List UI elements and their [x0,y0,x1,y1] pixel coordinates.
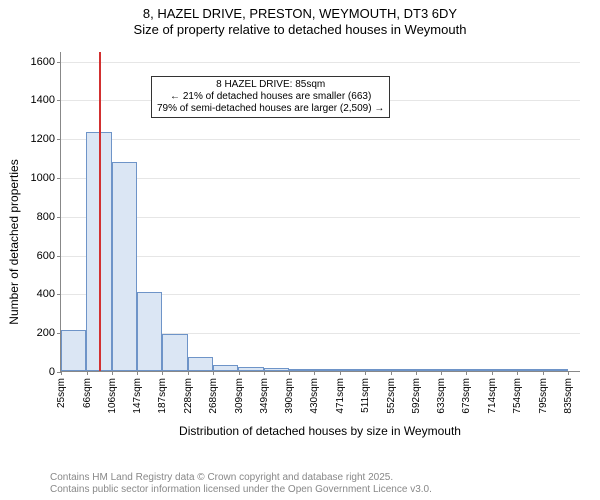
y-tick-label: 800 [37,211,61,223]
histogram-bar [112,162,137,371]
x-tick-label: 268sqm [213,342,224,378]
callout-box: 8 HAZEL DRIVE: 85sqm← 21% of detached ho… [151,76,390,118]
callout-line: ← 21% of detached houses are smaller (66… [157,91,384,103]
y-tick-label: 1200 [31,133,61,145]
x-tick-label: 795sqm [543,342,554,378]
y-tick-label: 200 [37,327,61,339]
y-gridline [61,217,580,218]
y-tick-label: 1000 [31,172,61,184]
x-tick-label: 106sqm [112,342,123,378]
x-tick-label: 673sqm [466,342,477,378]
x-tick-label: 25sqm [61,348,72,378]
x-tick-label: 187sqm [162,342,173,378]
x-tick-label: 471sqm [340,342,351,378]
y-tick-label: 1400 [31,94,61,106]
x-tick-label: 754sqm [517,342,528,378]
callout-line: 79% of semi-detached houses are larger (… [157,103,384,115]
x-tick-label: 309sqm [239,342,250,378]
y-gridline [61,62,580,63]
x-tick-label: 390sqm [289,342,300,378]
plot-area: 0200400600800100012001400160025sqm66sqm1… [60,52,580,372]
x-tick-label: 633sqm [441,342,452,378]
y-tick-label: 400 [37,288,61,300]
chart-title-sub: Size of property relative to detached ho… [0,22,600,38]
x-tick-label: 66sqm [87,348,98,378]
x-axis-label: Distribution of detached houses by size … [60,424,580,438]
y-tick-label: 600 [37,250,61,262]
x-tick-label: 147sqm [137,342,148,378]
chart-title-main: 8, HAZEL DRIVE, PRESTON, WEYMOUTH, DT3 6… [0,6,600,22]
chart-container: Number of detached properties 0200400600… [0,42,600,442]
x-tick-label: 511sqm [365,343,376,378]
attribution-line-1: Contains HM Land Registry data © Crown c… [50,472,590,484]
y-tick-label: 0 [49,366,61,378]
x-tick-label: 835sqm [568,342,579,378]
x-tick-label: 228sqm [188,342,199,378]
y-tick-label: 1600 [31,56,61,68]
chart-title-block: 8, HAZEL DRIVE, PRESTON, WEYMOUTH, DT3 6… [0,0,600,39]
x-tick-label: 592sqm [416,342,427,378]
callout-line: 8 HAZEL DRIVE: 85sqm [157,79,384,91]
x-tick-label: 552sqm [391,342,402,378]
x-tick-label: 714sqm [492,342,503,378]
x-tick-label: 430sqm [314,342,325,378]
attribution-line-2: Contains public sector information licen… [50,484,590,496]
attribution-text: Contains HM Land Registry data © Crown c… [50,472,590,496]
y-gridline [61,256,580,257]
reference-line [99,52,101,371]
x-tick-label: 349sqm [264,342,275,378]
y-gridline [61,178,580,179]
y-axis-label: Number of detached properties [7,159,21,324]
y-gridline [61,139,580,140]
